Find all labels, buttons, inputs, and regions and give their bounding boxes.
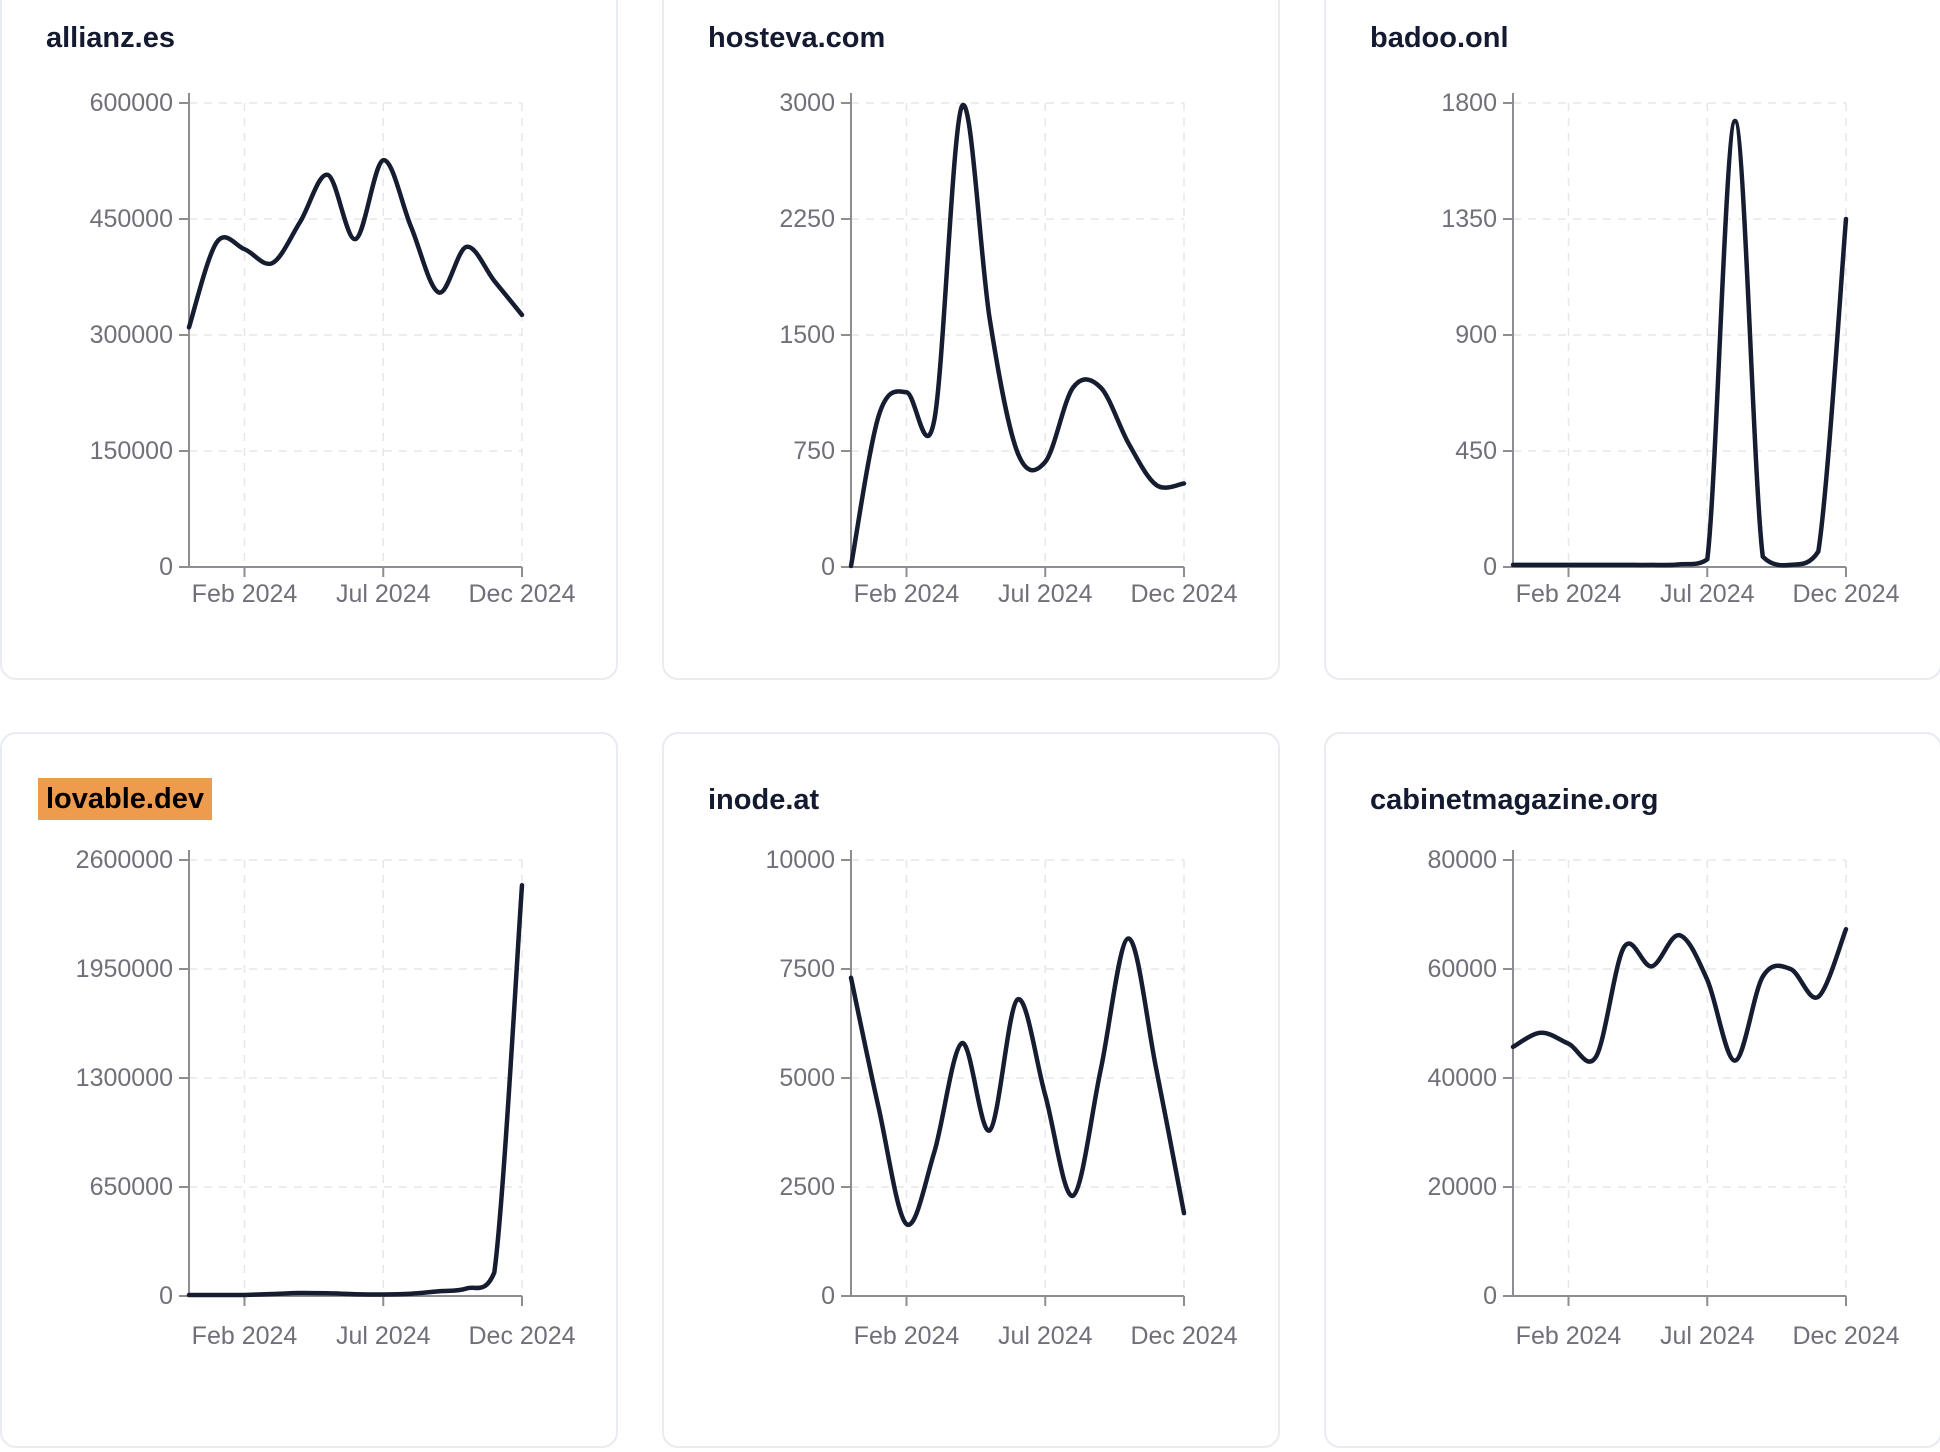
y-tick-label: 2500	[779, 1173, 835, 1201]
line-chart: 0 150000 300000 450000 600000 Feb 2024 Jul 202…	[90, 89, 576, 608]
x-tick-label: Dec 2024	[1130, 580, 1237, 608]
chart-title: badoo.onl	[1370, 22, 1509, 54]
x-tick-label: Jul 2024	[998, 1322, 1093, 1350]
series-line	[186, 157, 525, 330]
chart-title: hosteva.com	[708, 22, 886, 54]
line-chart: 0 450 900 1350 1800 Feb 2024 Jul 2024 Dec 2024	[1441, 89, 1899, 608]
x-tick-label: Dec 2024	[1792, 1322, 1899, 1350]
series-line	[1510, 926, 1849, 1064]
y-tick-label: 300000	[90, 321, 173, 349]
y-tick-label: 60000	[1427, 955, 1497, 983]
y-tick-label: 650000	[90, 1173, 173, 1201]
x-tick-label: Jul 2024	[998, 580, 1093, 608]
y-tick-label: 40000	[1427, 1064, 1497, 1092]
y-tick-label: 900	[1455, 321, 1497, 349]
y-tick-label: 0	[1483, 553, 1497, 581]
y-tick-label: 20000	[1427, 1173, 1497, 1201]
line-chart: 0 2500 5000 7500 10000 Feb 2024 Jul 2024 Dec 20…	[765, 846, 1237, 1350]
series-line	[1510, 118, 1849, 568]
x-tick-label: Dec 2024	[1792, 580, 1899, 608]
y-tick-label: 0	[1483, 1282, 1497, 1310]
y-tick-label: 1950000	[76, 955, 173, 983]
y-tick-label: 7500	[779, 955, 835, 983]
x-tick-label: Feb 2024	[854, 580, 960, 608]
x-tick-label: Feb 2024	[192, 580, 298, 608]
chart-title: allianz.es	[46, 22, 175, 54]
x-tick-label: Dec 2024	[1130, 1322, 1237, 1350]
series-line	[848, 102, 1187, 569]
x-tick-label: Jul 2024	[1660, 1322, 1755, 1350]
series-line	[848, 936, 1187, 1227]
y-tick-label: 1350	[1441, 205, 1497, 233]
y-tick-label: 2250	[779, 205, 835, 233]
x-tick-label: Feb 2024	[854, 1322, 960, 1350]
x-tick-label: Jul 2024	[1660, 580, 1755, 608]
domain-card-cabinetmagazine: cabinetmagazine.org 0 20000 40000 60000 8000…	[1324, 732, 1940, 1448]
line-chart: 0 20000 40000 60000 80000 Feb 2024 Jul 2024 Dec…	[1427, 846, 1899, 1350]
y-tick-label: 5000	[779, 1064, 835, 1092]
line-chart: 0 650000 1300000 1950000 2600000 Feb 2024 Jul …	[76, 846, 576, 1350]
domain-card-inode: inode.at 0 2500 5000 7500 10000 Feb 2024 Jul 2…	[662, 732, 1280, 1448]
y-tick-label: 450	[1455, 437, 1497, 465]
y-tick-label: 2600000	[76, 846, 173, 874]
y-tick-label: 150000	[90, 437, 173, 465]
chart-title: cabinetmagazine.org	[1370, 784, 1659, 816]
x-tick-label: Dec 2024	[468, 580, 575, 608]
x-tick-label: Jul 2024	[336, 1322, 431, 1350]
y-tick-label: 0	[159, 1282, 173, 1310]
chart-title: inode.at	[708, 784, 820, 816]
x-tick-label: Feb 2024	[1516, 1322, 1622, 1350]
y-tick-label: 600000	[90, 89, 173, 117]
y-tick-label: 10000	[765, 846, 835, 874]
y-tick-label: 3000	[779, 89, 835, 117]
series-line	[186, 882, 525, 1298]
domain-card-badoo: badoo.onl 0 450 900 1350 1800 Feb 2024 Jul 202…	[1324, 0, 1940, 680]
y-tick-label: 1500	[779, 321, 835, 349]
domain-card-allianz: allianz.es 0 150000 300000 450000 600000 Feb …	[0, 0, 618, 680]
domain-card-lovable: lovable.dev 0 650000 1300000 1950000 2600000…	[0, 732, 618, 1448]
x-tick-label: Jul 2024	[336, 580, 431, 608]
y-tick-label: 1300000	[76, 1064, 173, 1092]
y-tick-label: 450000	[90, 205, 173, 233]
y-tick-label: 0	[821, 553, 835, 581]
y-tick-label: 80000	[1427, 846, 1497, 874]
y-tick-label: 0	[159, 553, 173, 581]
y-tick-label: 1800	[1441, 89, 1497, 117]
y-tick-label: 750	[793, 437, 835, 465]
x-tick-label: Feb 2024	[1516, 580, 1622, 608]
x-tick-label: Dec 2024	[468, 1322, 575, 1350]
x-tick-label: Feb 2024	[192, 1322, 298, 1350]
domain-card-hosteva: hosteva.com 0 750 1500 2250 3000 Feb 2024 Jul …	[662, 0, 1280, 680]
y-tick-label: 0	[821, 1282, 835, 1310]
line-chart: 0 750 1500 2250 3000 Feb 2024 Jul 2024 Dec 2024	[779, 89, 1237, 608]
chart-title: lovable.dev	[38, 778, 212, 820]
